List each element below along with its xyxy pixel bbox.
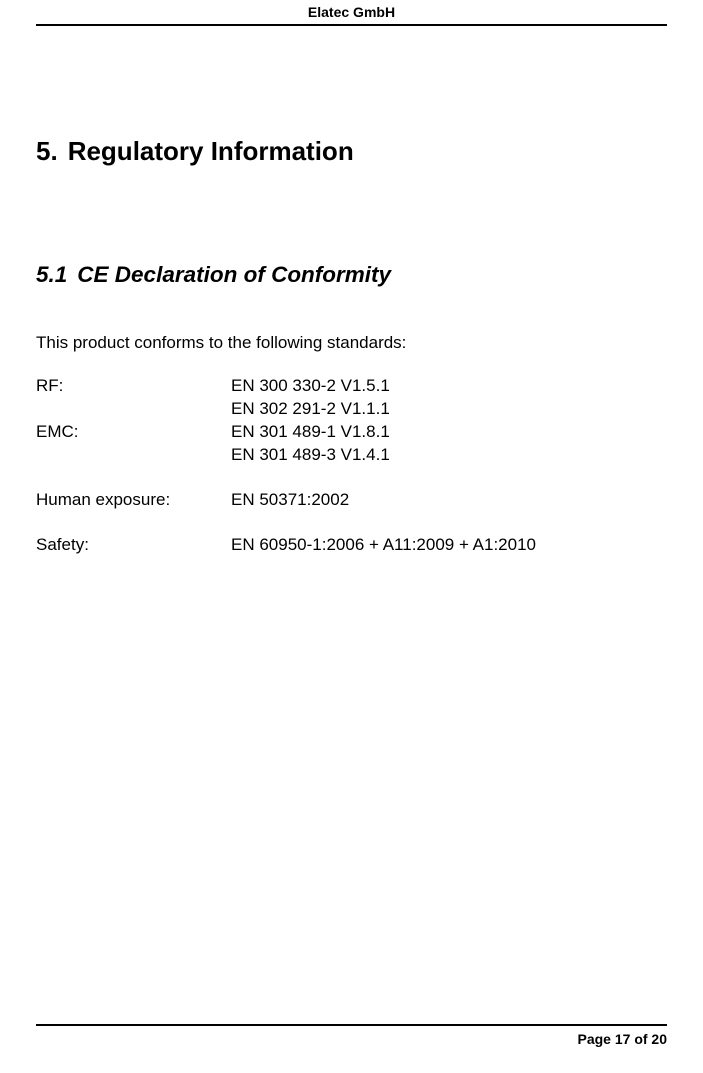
intro-text: This product conforms to the following s… xyxy=(36,333,667,353)
section-heading: 5.1 CE Declaration of Conformity xyxy=(36,262,667,288)
company-name: Elatec GmbH xyxy=(308,4,395,20)
standard-value: EN 300 330-2 V1.5.1 xyxy=(231,375,667,398)
standard-value: EN 301 489-3 V1.4.1 xyxy=(231,444,667,467)
standard-values: EN 60950-1:2006 + A11:2009 + A1:2010 xyxy=(231,534,667,557)
page-footer: Page 17 of 20 xyxy=(36,1024,667,1047)
page-number: Page 17 of 20 xyxy=(578,1031,668,1047)
standard-label: EMC: xyxy=(36,421,231,467)
section-number: 5.1 xyxy=(36,262,67,287)
page: Elatec GmbH 5. Regulatory Information 5.1… xyxy=(0,0,703,1073)
standard-value: EN 302 291-2 V1.1.1 xyxy=(231,398,667,421)
standard-label: Human exposure: xyxy=(36,489,231,512)
standard-row-safety: Safety: EN 60950-1:2006 + A11:2009 + A1:… xyxy=(36,534,667,557)
chapter-title: Regulatory Information xyxy=(68,136,354,166)
chapter-number: 5. xyxy=(36,136,58,166)
standard-values: EN 50371:2002 xyxy=(231,489,667,512)
standard-values: EN 300 330-2 V1.5.1 EN 302 291-2 V1.1.1 xyxy=(231,375,667,421)
standard-values: EN 301 489-1 V1.8.1 EN 301 489-3 V1.4.1 xyxy=(231,421,667,467)
standard-value: EN 50371:2002 xyxy=(231,489,667,512)
standard-value: EN 60950-1:2006 + A11:2009 + A1:2010 xyxy=(231,534,667,557)
page-header: Elatec GmbH xyxy=(36,0,667,26)
standard-label: Safety: xyxy=(36,534,231,557)
section-title: CE Declaration of Conformity xyxy=(77,262,391,287)
standard-row-emc: EMC: EN 301 489-1 V1.8.1 EN 301 489-3 V1… xyxy=(36,421,667,467)
chapter-heading: 5. Regulatory Information xyxy=(36,136,667,167)
standard-row-human-exposure: Human exposure: EN 50371:2002 xyxy=(36,489,667,512)
standard-value: EN 301 489-1 V1.8.1 xyxy=(231,421,667,444)
standard-label: RF: xyxy=(36,375,231,421)
standard-row-rf: RF: EN 300 330-2 V1.5.1 EN 302 291-2 V1.… xyxy=(36,375,667,421)
